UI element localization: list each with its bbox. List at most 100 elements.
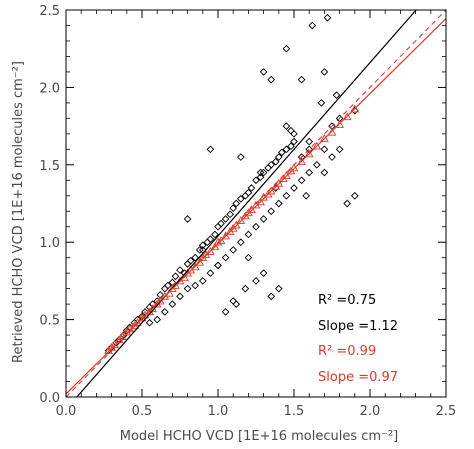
data-point-diamond: [195, 246, 204, 254]
data-point-triangle: [342, 112, 352, 121]
data-point-diamond: [221, 215, 230, 223]
data-point-diamond: [198, 241, 207, 250]
plot-frame: [65, 9, 447, 398]
data-point-diamond: [305, 168, 314, 177]
data-point-diamond: [244, 230, 253, 239]
data-point-triangle: [190, 262, 200, 271]
x-tick-label: 2.5: [436, 404, 457, 419]
data-point-diamond: [183, 260, 192, 268]
data-point-triangle: [171, 281, 180, 289]
y-tick-label: 1.5: [39, 159, 60, 174]
data-point-diamond: [176, 292, 184, 301]
data-point-diamond: [232, 300, 241, 308]
data-point-diamond: [282, 191, 291, 200]
data-point-diamond: [302, 191, 310, 200]
data-point-diamond: [229, 246, 238, 254]
data-point-diamond: [297, 176, 306, 185]
data-point-diamond: [221, 308, 230, 316]
x-tick-label: 2.0: [360, 404, 381, 419]
data-point-triangle: [282, 171, 291, 179]
data-point-triangle: [350, 104, 360, 113]
data-point-diamond: [198, 277, 207, 285]
y-tick-label: 2.0: [39, 81, 60, 96]
data-point-diamond: [290, 184, 298, 192]
data-point-diamond: [320, 145, 329, 154]
data-point-triangle: [216, 236, 226, 244]
data-point-diamond: [308, 21, 317, 30]
data-point-diamond: [274, 199, 283, 208]
data-point-diamond: [183, 284, 192, 293]
data-point-triangle: [256, 197, 265, 206]
y-tick-label: 0.5: [39, 314, 60, 329]
data-point-diamond: [297, 153, 306, 161]
data-point-diamond: [267, 160, 276, 169]
data-point-diamond: [229, 204, 238, 212]
data-point-diamond: [267, 292, 276, 301]
x-tick-label: 1.5: [284, 404, 305, 419]
annotation-r2-black: R² =0.75: [318, 293, 376, 308]
axis-ticks: 0.00.0 0.5 0.5 1.0 1.0 1.5 1.5 2.0 2.0 2.5 2.5: [39, 4, 456, 419]
y-tick-label: 0.0: [39, 391, 60, 406]
data-point-diamond: [252, 176, 260, 185]
data-point-diamond: [317, 99, 326, 107]
data-point-diamond: [206, 145, 215, 154]
data-point-diamond: [282, 122, 291, 130]
data-point-diamond: [287, 126, 295, 135]
data-point-diamond: [191, 253, 200, 262]
data-point-diamond: [226, 210, 234, 219]
data-point-diamond: [160, 308, 169, 316]
data-point-diamond: [214, 261, 222, 270]
fit-line-red: [66, 18, 446, 395]
data-point-diamond: [206, 269, 215, 277]
data-point-diamond: [148, 300, 157, 308]
data-point-triangle: [206, 246, 215, 255]
data-point-diamond: [241, 284, 250, 293]
data-point-diamond: [153, 315, 162, 324]
data-point-diamond: [305, 137, 314, 146]
data-point-diamond: [274, 153, 283, 161]
x-tick-label: 0.0: [56, 404, 77, 419]
data-point-diamond: [259, 215, 268, 223]
data-point-triangle: [274, 178, 284, 187]
data-point-diamond: [160, 284, 169, 293]
data-point-diamond: [145, 318, 154, 327]
data-point-diamond: [186, 256, 195, 265]
data-point-diamond: [252, 222, 260, 231]
data-point-diamond: [256, 168, 265, 177]
data-point-triangle: [266, 186, 276, 195]
data-point-diamond: [274, 284, 283, 293]
y-axis-title: Retrieved HCHO VCD [1E+16 molecules cm⁻²…: [11, 61, 26, 363]
data-point-diamond: [232, 199, 241, 208]
data-point-diamond: [206, 235, 215, 243]
data-point-diamond: [214, 222, 222, 231]
data-point-diamond: [271, 157, 280, 166]
data-point-diamond: [164, 281, 172, 290]
x-tick-label: 0.5: [132, 404, 153, 419]
data-point-triangle: [297, 157, 306, 166]
data-point-diamond: [267, 75, 276, 84]
data-point-diamond: [278, 148, 286, 157]
data-point-diamond: [320, 168, 329, 177]
data-point-diamond: [176, 266, 184, 274]
data-point-triangle: [180, 273, 189, 282]
data-point-diamond: [171, 272, 180, 281]
reference-line-1to1: [66, 10, 446, 397]
plot-marks: [66, 10, 446, 397]
x-axis-title: Model HCHO VCD [1E+16 molecules cm⁻²]: [120, 429, 398, 444]
data-point-triangle: [221, 231, 230, 240]
data-point-diamond: [236, 238, 245, 247]
data-point-diamond: [191, 281, 200, 290]
data-point-diamond: [236, 153, 245, 161]
data-point-diamond: [256, 173, 265, 182]
fit-line-black: [76, 10, 417, 397]
y-tick-label: 1.0: [39, 236, 60, 251]
data-point-triangle: [320, 133, 329, 142]
data-point-diamond: [259, 168, 268, 177]
data-point-triangle: [195, 257, 205, 266]
data-point-diamond: [267, 207, 276, 216]
data-point-diamond: [236, 195, 245, 203]
data-point-triangle: [335, 120, 344, 128]
data-point-diamond: [287, 142, 295, 151]
data-point-diamond: [221, 253, 230, 262]
y-tick-label: 2.5: [39, 4, 60, 19]
